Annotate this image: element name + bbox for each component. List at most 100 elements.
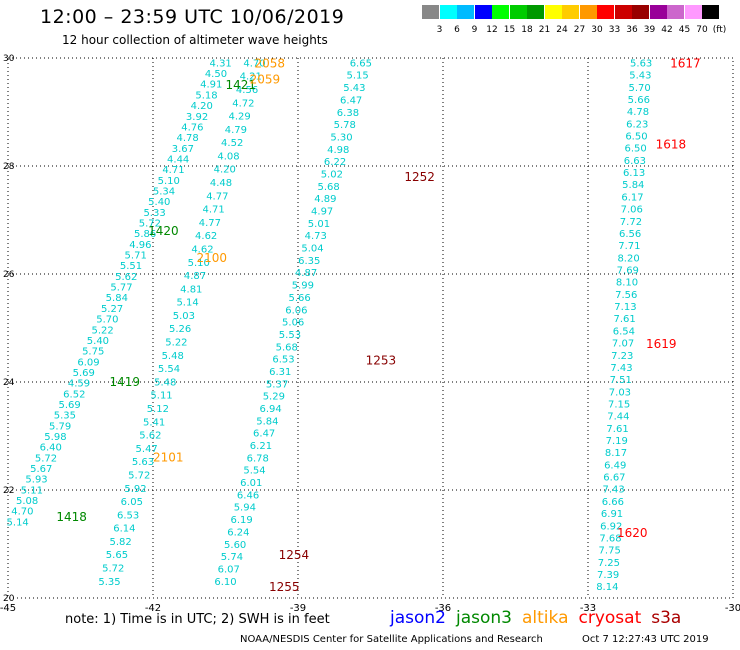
swh-value-label: 5.70 bbox=[628, 83, 650, 94]
swh-value-label: 7.51 bbox=[610, 375, 632, 386]
swh-value-label: 5.93 bbox=[25, 475, 47, 486]
swh-value-label: 4.71 bbox=[202, 205, 224, 216]
swh-value-label: 4.97 bbox=[311, 207, 333, 218]
colorbar-swatch bbox=[614, 5, 632, 19]
x-tick-label: -33 bbox=[580, 603, 596, 614]
swh-value-label: 4.89 bbox=[314, 194, 336, 205]
y-tick-label: 26 bbox=[3, 270, 15, 280]
swh-value-label: 5.62 bbox=[115, 272, 137, 283]
chart-title: 12:00 – 23:59 UTC 10/06/2019 bbox=[40, 6, 345, 28]
swh-value-label: 5.43 bbox=[629, 71, 651, 82]
swh-value-label: 5.72 bbox=[102, 564, 124, 575]
swh-value-label: 5.84 bbox=[622, 180, 644, 191]
x-tick-label: -30 bbox=[725, 603, 740, 614]
swh-value-label: 3.92 bbox=[186, 112, 208, 123]
swh-value-label: 4.72 bbox=[232, 98, 254, 109]
swh-value-label: 5.48 bbox=[162, 351, 184, 362]
colorbar-label: 36 bbox=[626, 25, 638, 35]
swh-value-label: 6.46 bbox=[237, 490, 259, 501]
swh-value-label: 5.11 bbox=[150, 391, 172, 402]
colorbar-swatch bbox=[544, 5, 562, 19]
swh-value-label: 6.31 bbox=[269, 367, 291, 378]
swh-value-label: 7.15 bbox=[608, 399, 630, 410]
swh-value-label: 6.94 bbox=[259, 404, 281, 415]
pass-number-label: 1617 bbox=[670, 56, 701, 70]
swh-value-label: 6.22 bbox=[324, 157, 346, 168]
pass-number-label: 2101 bbox=[153, 451, 184, 465]
swh-value-label: 5.04 bbox=[301, 244, 323, 255]
swh-value-label: 5.40 bbox=[87, 336, 109, 347]
legend-entry: altika bbox=[522, 608, 569, 628]
colorbar-label: 30 bbox=[591, 25, 603, 35]
colorbar-swatch bbox=[562, 5, 579, 19]
colorbar-swatch bbox=[684, 5, 702, 19]
swh-value-label: 7.07 bbox=[612, 339, 634, 350]
swh-value-label: 5.92 bbox=[124, 484, 146, 495]
pass-number-label: 1252 bbox=[404, 170, 435, 184]
colorbar-label: 12 bbox=[486, 25, 498, 35]
credit-text: NOAA/NESDIS Center for Satellite Applica… bbox=[240, 634, 543, 645]
swh-value-label: 6.13 bbox=[623, 168, 645, 179]
swh-value-label: 4.29 bbox=[228, 112, 250, 123]
swh-value-label: 5.27 bbox=[101, 304, 123, 315]
swh-value-label: 5.02 bbox=[321, 169, 343, 180]
colorbar-label: 9 bbox=[471, 25, 478, 35]
legend-entry: cryosat bbox=[578, 608, 642, 628]
swh-value-label: 7.19 bbox=[606, 436, 628, 447]
swh-value-label: 4.56 bbox=[236, 85, 258, 96]
swh-value-label: 4.79 bbox=[225, 125, 247, 136]
colorbar-label: 24 bbox=[556, 25, 568, 35]
swh-value-label: 6.23 bbox=[626, 119, 648, 130]
colorbar-label: 33 bbox=[608, 25, 621, 35]
swh-value-label: 5.54 bbox=[243, 466, 265, 477]
colorbar-swatch bbox=[632, 5, 649, 19]
swh-value-label: 6.10 bbox=[214, 577, 236, 588]
swh-value-label: 5.03 bbox=[173, 311, 195, 322]
swh-value-label: 5.15 bbox=[346, 71, 368, 82]
swh-value-label: 5.65 bbox=[106, 550, 128, 561]
swh-value-label: 5.33 bbox=[143, 208, 165, 219]
pass-number-label: 1421 bbox=[226, 78, 257, 92]
swh-value-label: 4.52 bbox=[221, 138, 243, 149]
swh-value-label: 5.86 bbox=[134, 229, 156, 240]
swh-value-label: 5.43 bbox=[343, 83, 365, 94]
swh-value-label: 5.63 bbox=[132, 457, 154, 468]
swh-value-label: 5.68 bbox=[317, 182, 339, 193]
swh-value-label: 3.67 bbox=[172, 144, 194, 155]
swh-value-label: 5.30 bbox=[330, 132, 352, 143]
colorbar-swatch bbox=[597, 5, 614, 19]
swh-value-label: 5.72 bbox=[139, 219, 161, 230]
swh-value-label: 4.62 bbox=[195, 231, 217, 242]
swh-value-label: 5.84 bbox=[256, 416, 278, 427]
swh-value-label: 5.47 bbox=[136, 444, 158, 455]
swh-value-label: 5.67 bbox=[30, 464, 52, 475]
swh-value-label: 6.66 bbox=[602, 497, 624, 508]
swh-value-label: 4.98 bbox=[327, 145, 349, 156]
swh-value-label: 6.52 bbox=[63, 389, 85, 400]
swh-value-label: 4.91 bbox=[200, 80, 222, 91]
swh-value-label: 6.65 bbox=[350, 58, 372, 69]
swh-value-label: 6.67 bbox=[603, 473, 625, 484]
swh-value-label: 6.50 bbox=[625, 144, 647, 155]
swh-value-label: 6.91 bbox=[601, 509, 623, 520]
swh-value-label: 7.56 bbox=[615, 290, 637, 301]
swh-value-label: 5.77 bbox=[110, 283, 132, 294]
swh-value-label: 5.34 bbox=[153, 186, 175, 197]
x-tick-label: -36 bbox=[435, 603, 451, 614]
legend-entry: s3a bbox=[651, 608, 682, 628]
swh-value-label: 5.66 bbox=[628, 95, 650, 106]
swh-value-label: 5.84 bbox=[106, 293, 128, 304]
swh-value-label: 5.12 bbox=[147, 404, 169, 415]
swh-value-label: 5.53 bbox=[279, 330, 301, 341]
swh-value-label: 7.61 bbox=[606, 424, 628, 435]
swh-value-label: 6.49 bbox=[604, 460, 626, 471]
swh-value-label: 6.53 bbox=[117, 510, 139, 521]
swh-value-label: 5.79 bbox=[49, 421, 71, 432]
swh-value-label: 4.50 bbox=[205, 69, 227, 80]
swh-value-label: 4.20 bbox=[214, 165, 236, 176]
swh-value-label: 5.10 bbox=[188, 258, 210, 269]
legend-entry: jason3 bbox=[456, 608, 512, 628]
swh-value-label: 5.10 bbox=[158, 176, 180, 187]
swh-value-label: 8.17 bbox=[605, 448, 627, 459]
swh-value-label: 4.71 bbox=[162, 165, 184, 176]
